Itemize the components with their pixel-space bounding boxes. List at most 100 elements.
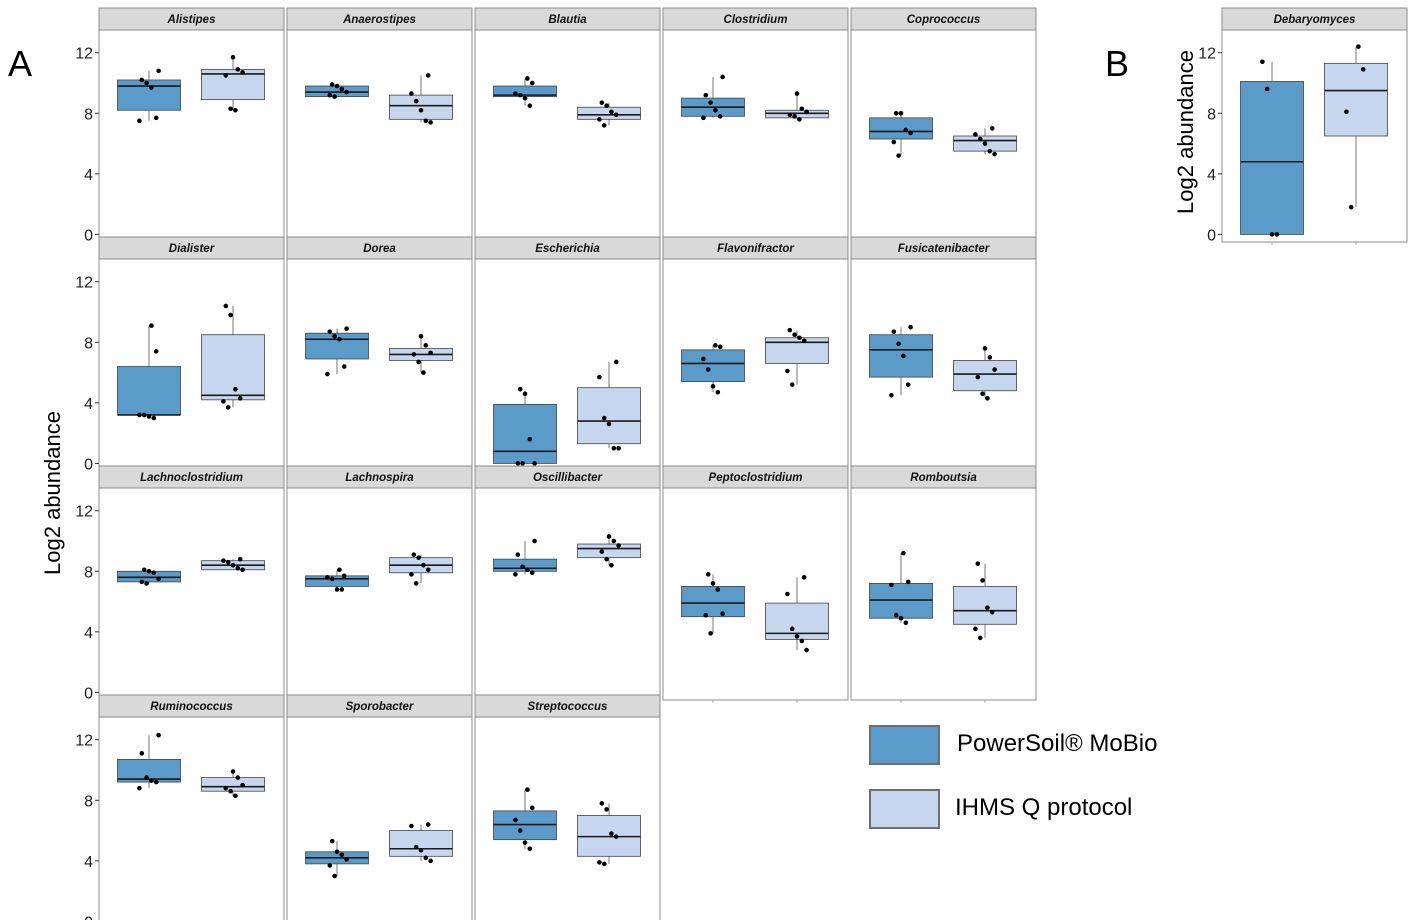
data-point [975,374,981,380]
facet-area-b: Debaryomyces 0 4 8 12 [1198,7,1408,245]
data-point [715,587,721,592]
data-point [139,751,145,756]
facet-lachnospira: Lachnospira [286,465,473,703]
facet-title: Clostridium [724,14,788,26]
data-point [341,573,347,579]
data-point [801,575,807,580]
data-point [146,568,152,574]
y-tick-label: 4 [84,167,93,184]
data-point [235,67,241,72]
box-iqr [493,558,557,572]
data-point [418,107,424,113]
data-point [1360,67,1366,72]
data-point [139,77,145,83]
box-ihms [577,100,641,245]
data-point [529,805,535,811]
facet-title: Fusicatenibacter [898,243,990,255]
data-point [522,391,528,397]
data-point [597,374,602,380]
facet-title: Flavonifractor [717,243,794,255]
box-iqr [201,334,265,401]
data-point [416,555,421,560]
box-powersoil [305,567,369,703]
data-point [332,94,337,99]
data-point [980,578,985,583]
data-point [515,461,521,466]
facet-title: Oscillibacter [533,472,603,484]
legend-label-1: PowerSoil® MoBio [957,730,1157,757]
data-point [225,559,231,565]
data-point [337,336,342,342]
data-point [233,107,238,113]
y-tick-label: 8 [84,793,93,810]
facet-title: Coprococcus [907,14,981,26]
data-point [616,445,621,451]
data-point [532,461,537,466]
facet-plot-area [98,487,285,701]
data-point [513,572,518,577]
legend-swatch-1 [869,725,940,765]
data-point [1274,232,1280,237]
data-point [230,769,236,774]
data-point [985,396,990,401]
box-powersoil [681,74,745,245]
box-ihms [389,822,453,864]
data-point [703,92,709,98]
data-point [225,405,231,410]
data-point [609,109,614,115]
y-tick-label: 8 [84,335,93,352]
data-point [787,112,793,118]
data-point [418,333,424,339]
data-point [339,86,345,92]
data-point [344,857,349,862]
box-powersoil [117,323,181,474]
box-powersoil [681,572,745,703]
data-point [794,91,800,96]
box-ihms [953,561,1017,703]
data-point [337,567,342,573]
box-iqr [117,759,181,783]
box-iqr [953,360,1017,392]
box-ihms [1324,44,1388,245]
y-tick-label: 12 [75,275,93,292]
data-point [792,114,797,119]
data-point [903,620,909,626]
data-point [428,120,433,125]
y-tick-label: 0 [1207,227,1216,244]
data-point [153,349,159,354]
box-powersoil [117,567,181,703]
data-point [787,327,793,333]
box-powersoil [305,82,369,245]
data-point [221,399,226,404]
box-iqr [305,575,369,587]
data-point [613,112,619,118]
data-point [992,151,997,157]
data-point [425,822,431,827]
box-powersoil [117,68,181,245]
data-point [794,634,800,639]
facet-title: Blautia [548,14,587,26]
data-point [416,359,421,365]
facet-plot-area [98,29,285,243]
y-tick-label: 12 [1198,46,1216,63]
box-powersoil [305,326,369,474]
y-tick-label: 4 [84,396,93,413]
data-point [606,421,612,427]
facet-title: Sporobacter [346,701,414,713]
data-point [1356,44,1361,49]
y-tick-label: 8 [1207,106,1216,123]
data-point [137,118,142,124]
data-point [329,838,335,844]
data-point [522,95,528,101]
box-powersoil [493,386,557,474]
facet-plot-area [98,716,285,920]
y-tick-label: 0 [84,685,93,702]
box-powersoil [493,76,557,245]
box-iqr [389,94,453,120]
box-powersoil [869,324,933,474]
data-point [223,73,229,78]
facet-title: Dorea [363,243,396,255]
box-ihms [389,73,453,245]
data-point [233,386,238,392]
data-point [520,461,525,466]
